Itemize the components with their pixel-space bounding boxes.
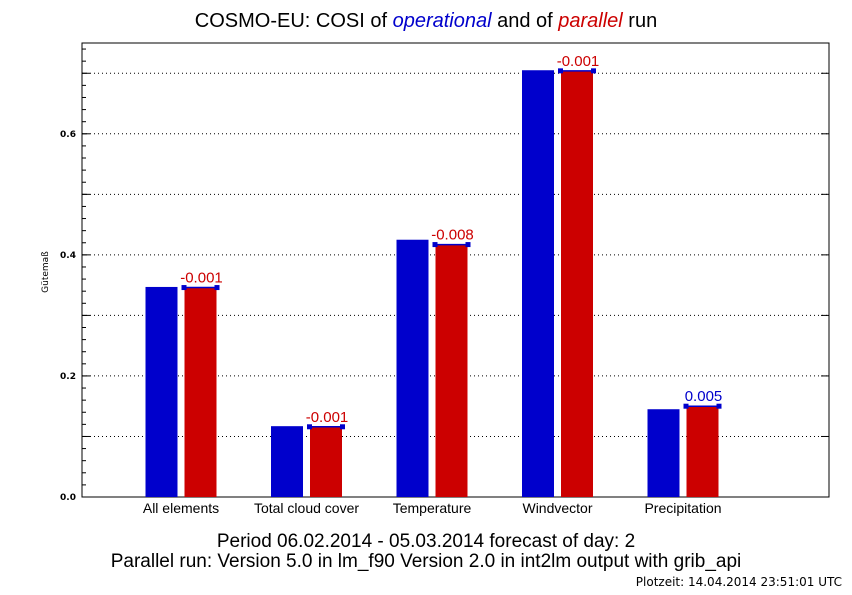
diff-marker-cap — [558, 68, 563, 74]
labels: 0.0 0.2 0.4 0.6 Gütemaß -0.001 All elements -0.… — [41, 53, 722, 516]
x-tick-label: Precipitation — [644, 500, 721, 516]
plot-timestamp: Plotzeit: 14.04.2014 23:51:01 UTC — [635, 575, 842, 589]
diff-marker-cap — [716, 403, 722, 409]
title-parallel: parallel — [558, 10, 623, 32]
bars — [145, 68, 722, 498]
bar-parallel — [184, 287, 217, 497]
difference-label: -0.008 — [431, 227, 474, 244]
period-caption: Period 06.02.2014 - 05.03.2014 forecast … — [216, 531, 636, 552]
diff-marker-cap — [307, 424, 312, 430]
bar-parallel — [561, 70, 593, 497]
difference-label: -0.001 — [180, 270, 223, 287]
title-prefix: COSMO-EU: COSI of — [194, 10, 393, 32]
bar-operational — [647, 409, 680, 497]
diff-marker-cap — [340, 424, 345, 430]
difference-label: -0.001 — [557, 53, 600, 70]
x-tick-label: All elements — [143, 500, 219, 516]
bar-operational — [396, 239, 429, 497]
y-tick-label: 0.2 — [60, 372, 76, 382]
diff-marker-cap — [181, 285, 187, 291]
y-tick-label: 0.6 — [60, 130, 76, 140]
bar-operational — [271, 426, 303, 497]
diff-marker-cap — [591, 68, 596, 74]
title-operational: operational — [392, 10, 492, 32]
difference-label: -0.001 — [306, 409, 349, 426]
title-middle: and of — [491, 10, 559, 32]
y-axis-label: Gütemaß — [41, 251, 51, 293]
y-tick-label: 0.4 — [60, 251, 76, 261]
title-suffix: run — [622, 10, 658, 32]
x-tick-label: Total cloud cover — [254, 500, 359, 516]
diff-marker-cap — [214, 285, 220, 291]
chart-title: COSMO-EU: COSI of operational and of par… — [0, 10, 852, 33]
diff-marker-cap — [465, 242, 471, 248]
y-tick-label: 0.0 — [60, 493, 76, 503]
diff-marker-cap — [683, 403, 689, 409]
bar-operational — [145, 286, 178, 497]
bar-parallel — [686, 406, 719, 497]
difference-label: 0.005 — [685, 388, 723, 405]
diff-marker-cap — [432, 242, 438, 248]
bar-operational — [522, 70, 554, 498]
x-tick-label: Windvector — [522, 500, 592, 516]
x-tick-label: Temperature — [393, 500, 472, 516]
bar-parallel — [310, 426, 342, 497]
parallel-run-caption: Parallel run: Version 5.0 in lm_f90 Vers… — [110, 551, 742, 572]
bar-parallel — [435, 244, 468, 497]
